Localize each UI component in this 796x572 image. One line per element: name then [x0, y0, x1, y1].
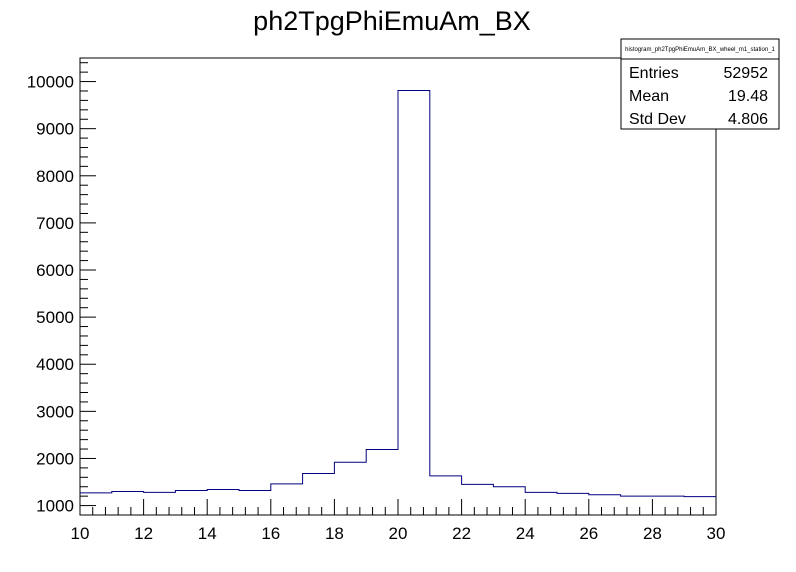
stats-box-frame: [620, 38, 780, 130]
histogram-bin: [207, 490, 239, 515]
histogram-bin: [239, 491, 271, 515]
x-tick-label: 16: [261, 524, 280, 543]
y-tick-label: 6000: [36, 261, 74, 280]
histogram-bin: [271, 484, 303, 515]
y-tick-label: 3000: [36, 402, 74, 421]
histogram-bin: [557, 493, 589, 515]
x-tick-label: 18: [325, 524, 344, 543]
y-tick-label: 2000: [36, 449, 74, 468]
histogram-bin: [525, 492, 557, 515]
histogram-bin: [493, 487, 525, 515]
y-tick-label: 10000: [27, 73, 74, 92]
y-tick-label: 8000: [36, 167, 74, 186]
y-axis: 1000 2000 3000 4000 5000 6000 7000 8000 9000 1000…: [27, 62, 96, 516]
x-tick-label: 10: [71, 524, 90, 543]
x-tick-label: 28: [643, 524, 662, 543]
y-tick-label: 1000: [36, 497, 74, 516]
histogram-bin: [398, 91, 430, 515]
histogram-bin: [430, 476, 462, 515]
histogram-bin: [684, 497, 716, 515]
x-tick-label: 30: [707, 524, 726, 543]
histogram-bin: [366, 450, 398, 515]
y-tick-label: 7000: [36, 214, 74, 233]
histogram-bin: [462, 484, 494, 515]
histogram-bin: [621, 496, 653, 515]
stats-entries-label: Entries: [629, 65, 679, 82]
histogram-outline: [80, 90, 716, 498]
x-tick-label: 14: [198, 524, 217, 543]
x-tick-label: 26: [579, 524, 598, 543]
histogram-bin: [144, 492, 176, 515]
stats-stddev-value: 4.806: [728, 111, 768, 128]
stats-entries-value: 52952: [724, 65, 769, 82]
y-tick-label: 5000: [36, 308, 74, 327]
stats-mean-value: 19.48: [728, 88, 768, 105]
stats-mean-label: Mean: [629, 88, 669, 105]
x-tick-label: 12: [134, 524, 153, 543]
x-tick-label: 24: [516, 524, 535, 543]
x-axis: 10 12 14 16 18 20 22 24 26 28 30: [71, 499, 726, 543]
histogram-bin: [112, 491, 144, 515]
y-tick-label: 4000: [36, 355, 74, 374]
histogram-bin: [303, 474, 335, 515]
histogram-bin: [589, 495, 621, 515]
x-tick-label: 22: [452, 524, 471, 543]
histogram-bin: [334, 462, 366, 515]
stats-box-title: histogram_ph2TpgPhiEmuAm_BX_wheel_m1_sta…: [625, 47, 775, 53]
chart-title: ph2TpgPhiEmuAm_BX: [253, 6, 531, 36]
x-tick-label: 20: [389, 524, 408, 543]
histogram-bin: [652, 496, 684, 515]
stats-stddev-label: Std Dev: [629, 111, 686, 128]
stats-box: histogram_ph2TpgPhiEmuAm_BX_wheel_m1_sta…: [620, 38, 780, 130]
histogram-bin: [175, 491, 207, 515]
y-tick-label: 9000: [36, 120, 74, 139]
